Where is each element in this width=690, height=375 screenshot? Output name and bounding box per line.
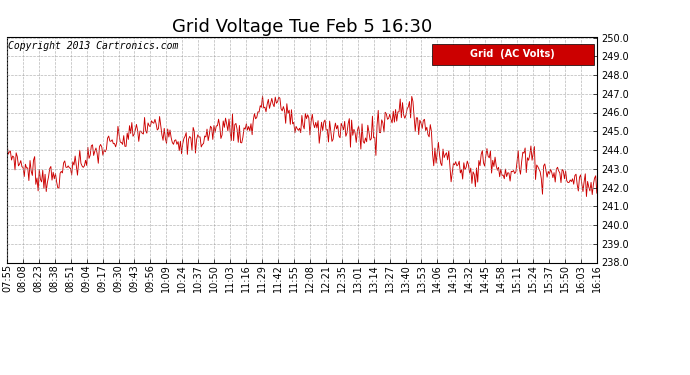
Bar xyxy=(432,44,594,64)
Text: Grid  (AC Volts): Grid (AC Volts) xyxy=(471,50,555,59)
Text: Copyright 2013 Cartronics.com: Copyright 2013 Cartronics.com xyxy=(8,41,179,51)
Title: Grid Voltage Tue Feb 5 16:30: Grid Voltage Tue Feb 5 16:30 xyxy=(172,18,432,36)
